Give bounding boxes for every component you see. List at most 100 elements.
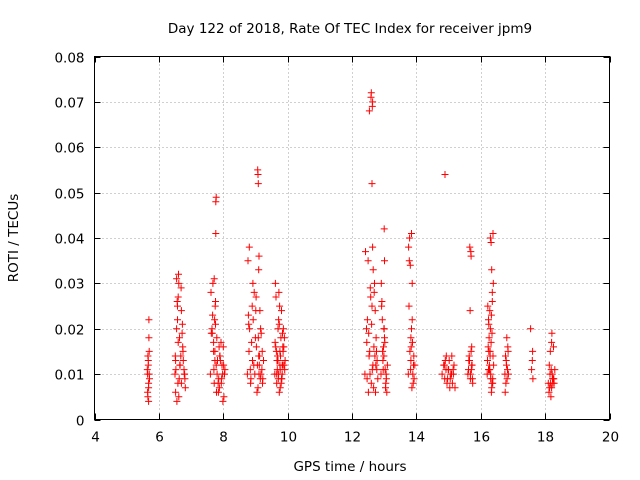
- data-point: [219, 397, 227, 405]
- data-point: [405, 302, 413, 310]
- data-point: [144, 388, 152, 396]
- data-point: [409, 338, 416, 346]
- data-point: [260, 357, 267, 364]
- data-point: [363, 338, 371, 346]
- data-point: [502, 379, 510, 387]
- data-point: [409, 370, 417, 378]
- data-point: [275, 370, 283, 378]
- data-point: [279, 325, 287, 333]
- data-point: [407, 366, 415, 374]
- data-point: [212, 193, 220, 201]
- data-point: [174, 379, 182, 387]
- data-point: [374, 375, 382, 383]
- data-point: [145, 347, 153, 355]
- data-point: [466, 243, 474, 251]
- data-point: [383, 388, 391, 396]
- data-point: [145, 397, 153, 405]
- data-point: [546, 347, 554, 355]
- data-point: [371, 352, 379, 360]
- data-point: [408, 316, 416, 324]
- data-point: [371, 279, 378, 287]
- data-point: [245, 320, 253, 328]
- data-point: [274, 357, 282, 364]
- data-point: [366, 284, 374, 292]
- data-point: [449, 366, 457, 374]
- y-tick-label: 0.01: [54, 368, 84, 384]
- data-point: [212, 230, 220, 237]
- data-point: [504, 366, 511, 374]
- data-point: [547, 393, 555, 401]
- data-point: [278, 375, 285, 383]
- data-point: [372, 388, 379, 396]
- data-point: [382, 370, 390, 378]
- data-point: [176, 361, 184, 369]
- data-point: [410, 361, 417, 369]
- data-point: [405, 257, 413, 265]
- data-point: [259, 375, 267, 383]
- data-point: [213, 388, 220, 396]
- data-point: [468, 343, 476, 351]
- data-point: [173, 325, 181, 333]
- data-point: [405, 243, 413, 251]
- data-point: [246, 325, 254, 333]
- data-point: [249, 279, 257, 287]
- data-point: [488, 329, 496, 337]
- data-point: [371, 307, 379, 315]
- data-point: [408, 279, 416, 287]
- data-point: [370, 288, 378, 296]
- data-point: [486, 325, 494, 333]
- data-point: [276, 347, 284, 355]
- data-point: [382, 384, 389, 392]
- data-point: [257, 370, 265, 378]
- x-tick-label: 12: [344, 430, 361, 446]
- data-point: [484, 343, 492, 351]
- data-point: [485, 361, 493, 369]
- data-point: [174, 316, 181, 324]
- data-point: [365, 107, 373, 115]
- x-tick-label: 16: [473, 430, 490, 446]
- data-point: [256, 307, 264, 315]
- data-point: [438, 370, 446, 378]
- data-point: [217, 379, 225, 387]
- data-point: [486, 234, 494, 242]
- data-point: [220, 361, 228, 369]
- data-point: [369, 266, 377, 274]
- data-point: [366, 370, 374, 378]
- data-point: [442, 352, 450, 360]
- data-point: [171, 370, 179, 378]
- data-point: [212, 320, 219, 328]
- data-point: [467, 252, 475, 260]
- data-point: [175, 270, 182, 278]
- data-point: [383, 361, 391, 369]
- data-point: [548, 338, 556, 346]
- data-point: [275, 388, 283, 396]
- data-point: [545, 388, 553, 396]
- data-point: [215, 343, 223, 351]
- y-axis-label: ROTI / TECUs: [6, 194, 22, 282]
- data-point: [365, 329, 373, 337]
- data-point: [216, 352, 224, 360]
- data-point: [277, 334, 285, 342]
- data-point: [215, 375, 223, 383]
- data-point: [179, 343, 187, 351]
- data-point: [363, 375, 371, 383]
- data-point: [504, 343, 512, 351]
- data-point: [545, 361, 553, 369]
- data-point: [373, 347, 380, 355]
- data-point: [220, 393, 228, 401]
- data-point: [368, 302, 376, 310]
- data-point: [485, 334, 493, 342]
- data-point: [271, 338, 279, 346]
- data-point: [180, 370, 188, 378]
- data-point: [257, 325, 265, 333]
- data-point: [217, 338, 225, 346]
- data-point: [275, 316, 283, 324]
- data-point: [213, 334, 221, 342]
- data-point: [208, 329, 216, 337]
- data-point: [527, 325, 535, 333]
- x-tick-label: 8: [219, 430, 228, 446]
- data-point: [407, 357, 415, 364]
- data-point: [378, 316, 386, 324]
- data-point: [488, 298, 496, 305]
- data-point: [367, 379, 375, 387]
